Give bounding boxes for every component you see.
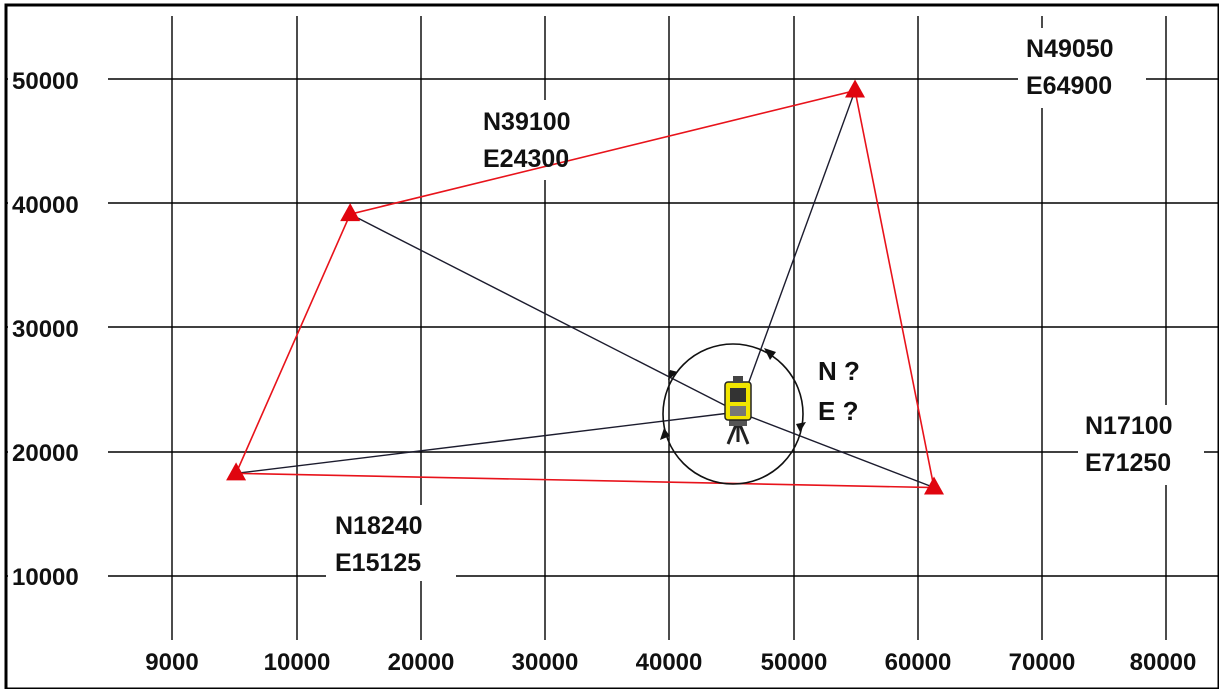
- station-c-northing: N49050: [1026, 35, 1114, 63]
- arrowhead-icon: [668, 370, 678, 380]
- station-a-northing: N18240: [335, 512, 423, 540]
- sight-line: [349, 213, 739, 413]
- x-axis-ticks: 9000 10000 20000 30000 40000 50000 60000…: [112, 640, 1214, 682]
- station-markers: [226, 79, 944, 495]
- angle-measurement-circle: [660, 343, 806, 485]
- y-tick-label: 30000: [12, 316, 79, 343]
- x-tick-label: 20000: [388, 649, 455, 676]
- station-d-northing: N17100: [1085, 412, 1173, 440]
- sight-line: [235, 411, 739, 475]
- x-tick-label: 50000: [761, 649, 828, 676]
- instrument-northing-unknown: N ?: [818, 356, 860, 386]
- x-tick-label: 80000: [1130, 649, 1197, 676]
- sight-line: [737, 90, 856, 413]
- station-marker-icon: [923, 476, 944, 495]
- station-label-backgrounds: [326, 28, 1204, 581]
- x-tick-label: 70000: [1009, 649, 1076, 676]
- y-tick-label: 10000: [12, 564, 79, 591]
- y-tick-label: 20000: [12, 440, 79, 467]
- station-marker-icon: [845, 79, 866, 98]
- instrument-easting-unknown: E ?: [818, 396, 858, 426]
- y-tick-label: 40000: [12, 192, 79, 219]
- x-tick-label: 9000: [145, 649, 198, 676]
- arrowhead-icon: [796, 422, 806, 432]
- arrowhead-icon: [660, 428, 670, 440]
- station-c-easting: E64900: [1026, 72, 1112, 100]
- station-marker-icon: [226, 462, 247, 481]
- x-tick-label: 10000: [264, 649, 331, 676]
- x-tick-label: 40000: [636, 649, 703, 676]
- station-labels: N39100 E24300 N49050 E64900 N18240 E1512…: [335, 35, 1173, 577]
- station-a-easting: E15125: [335, 549, 421, 577]
- sight-lines: [235, 90, 935, 489]
- sight-line: [737, 411, 935, 489]
- arrowhead-icon: [764, 348, 776, 360]
- station-d-easting: E71250: [1085, 449, 1171, 477]
- coordinate-grid: [6, 16, 1219, 640]
- station-b-northing: N39100: [483, 108, 571, 136]
- x-tick-label: 30000: [512, 649, 579, 676]
- total-station-icon: [724, 376, 752, 445]
- station-b-easting: E24300: [483, 145, 569, 173]
- station-marker-icon: [340, 203, 361, 222]
- y-tick-label: 50000: [12, 68, 79, 95]
- x-tick-label: 60000: [885, 649, 952, 676]
- y-axis-ticks: 50000 40000 30000 20000 10000: [8, 62, 108, 594]
